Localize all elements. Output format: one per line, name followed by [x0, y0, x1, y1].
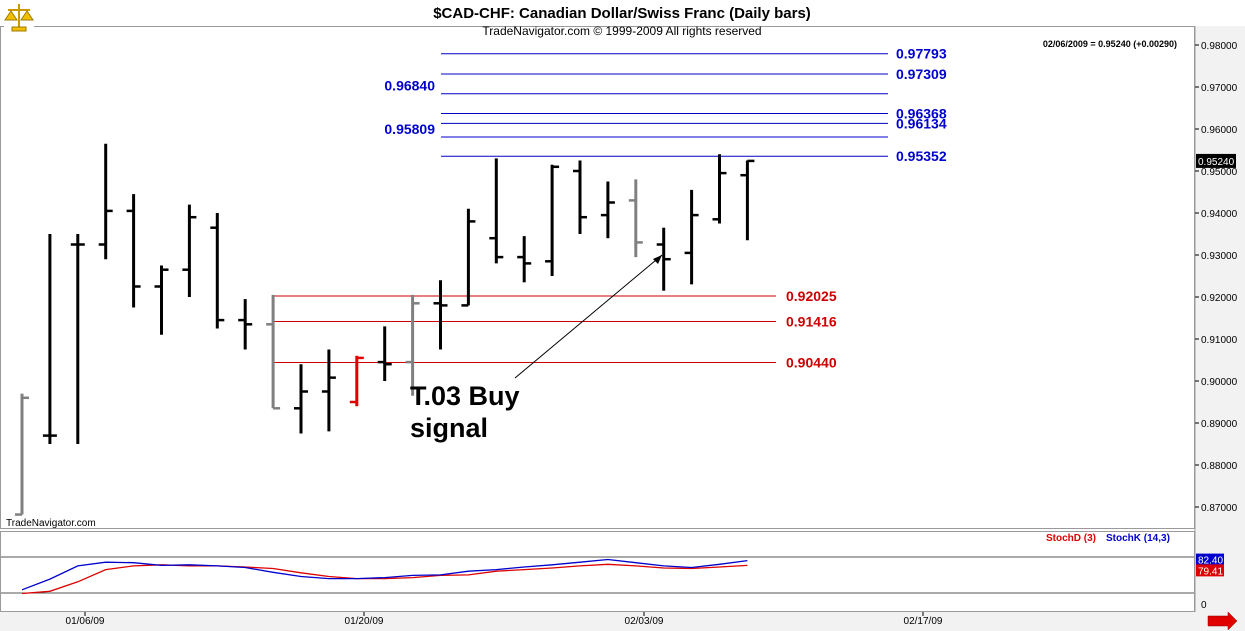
price-bar [126, 194, 141, 308]
price-bar [98, 143, 113, 260]
last-price-box [1196, 153, 1236, 168]
upper-level-label: 0.96368 [896, 106, 947, 122]
price-tick-label: 0.92000 [1201, 293, 1238, 304]
price-tick-label: 0.96000 [1201, 125, 1238, 136]
price-bar [70, 234, 85, 444]
price-bar [461, 208, 476, 307]
buy-signal-annotation: T.03 Buy signal [410, 254, 663, 443]
price-bar [517, 236, 532, 283]
stoch-axis-zero: 0 [1201, 600, 1207, 611]
stochk-line [21, 558, 748, 591]
price-bar [740, 159, 755, 241]
upper-level-label: 0.95352 [896, 148, 947, 164]
price-tick-label: 0.93000 [1201, 251, 1238, 262]
price-tick-label: 0.87000 [1201, 503, 1238, 514]
date-axis-ticks: 01/06/09 01/20/09 02/03/09 02/17/09 [66, 612, 943, 627]
scales-logo-icon [4, 2, 34, 34]
date-tick-label: 01/06/09 [66, 616, 105, 627]
price-bar [15, 393, 29, 516]
stochd-value-box [1196, 564, 1224, 577]
stochk-value-label: 82.40 [1198, 556, 1223, 567]
lower-level-label: 0.91416 [786, 314, 837, 330]
stochk-value-box [1196, 553, 1224, 566]
price-bar [573, 160, 587, 234]
price-bar [433, 280, 448, 350]
last-price-marker: 0.95240 [1196, 153, 1236, 168]
price-bars [15, 143, 755, 516]
upper-level-label: 0.95809 [384, 121, 435, 137]
last-price-label: 0.95240 [1198, 157, 1235, 168]
price-bar [266, 294, 281, 410]
copyright-text: TradeNavigator.com © 1999-2009 All right… [482, 24, 761, 38]
price-axis-ticks: 0.98000 0.97000 0.96000 0.95000 0.94000 0.930… [1195, 41, 1238, 514]
upper-level-label: 0.97309 [896, 66, 947, 82]
price-bar [210, 213, 225, 329]
scroll-right-arrow-icon[interactable] [1207, 611, 1238, 631]
watermark-text: TradeNavigator.com [6, 518, 96, 529]
price-bar [405, 294, 420, 396]
price-bar [600, 181, 615, 239]
stochd-line [21, 563, 748, 595]
stochk-legend: StochK (14,3) [1106, 533, 1170, 544]
price-tick-label: 0.91000 [1201, 335, 1238, 346]
price-bar [545, 164, 560, 276]
y-axis-strip [1195, 26, 1245, 612]
price-tick-label: 0.97000 [1201, 83, 1238, 94]
price-bar [628, 179, 643, 258]
price-bar [377, 326, 392, 381]
price-bar [321, 349, 336, 432]
price-bar [42, 234, 57, 444]
price-bar [182, 204, 197, 297]
price-bar [656, 227, 671, 291]
chart-title: $CAD-CHF: Canadian Dollar/Swiss Franc (D… [433, 5, 811, 22]
annotation-line-1: T.03 Buy [410, 381, 520, 411]
date-tick-label: 01/20/09 [345, 616, 384, 627]
price-bar [712, 154, 727, 224]
price-tick-label: 0.94000 [1201, 209, 1238, 220]
price-tick-label: 0.98000 [1201, 41, 1238, 52]
lower-level-label: 0.90440 [786, 355, 837, 371]
annotation-arrow [514, 254, 663, 379]
price-bar [684, 189, 699, 285]
price-bar [238, 299, 253, 350]
price-bar [349, 355, 364, 407]
price-bar [489, 158, 504, 264]
x-axis-strip [0, 612, 1245, 631]
price-tick-label: 0.90000 [1201, 377, 1238, 388]
price-tick-label: 0.88000 [1201, 461, 1238, 472]
last-price-info: 02/06/2009 = 0.95240 (+0.00290) [1043, 39, 1177, 49]
price-bar [294, 364, 308, 434]
stochastic-lines [21, 558, 748, 595]
annotation-line-2: signal [410, 413, 488, 443]
date-tick-label: 02/17/09 [904, 616, 943, 627]
upper-level-label: 0.97793 [896, 46, 947, 62]
lower-level-label: 0.92025 [786, 288, 837, 304]
price-bar [154, 265, 169, 335]
price-tick-label: 0.95000 [1201, 167, 1238, 178]
stochd-legend: StochD (3) [1046, 533, 1096, 544]
stochd-value-label: 79.41 [1198, 566, 1223, 577]
annotation-arrow-head [653, 255, 662, 264]
price-tick-label: 0.89000 [1201, 419, 1238, 430]
date-tick-label: 02/03/09 [625, 616, 664, 627]
upper-level-label: 0.96840 [384, 78, 435, 94]
upper-level-label: 0.96134 [896, 115, 947, 131]
